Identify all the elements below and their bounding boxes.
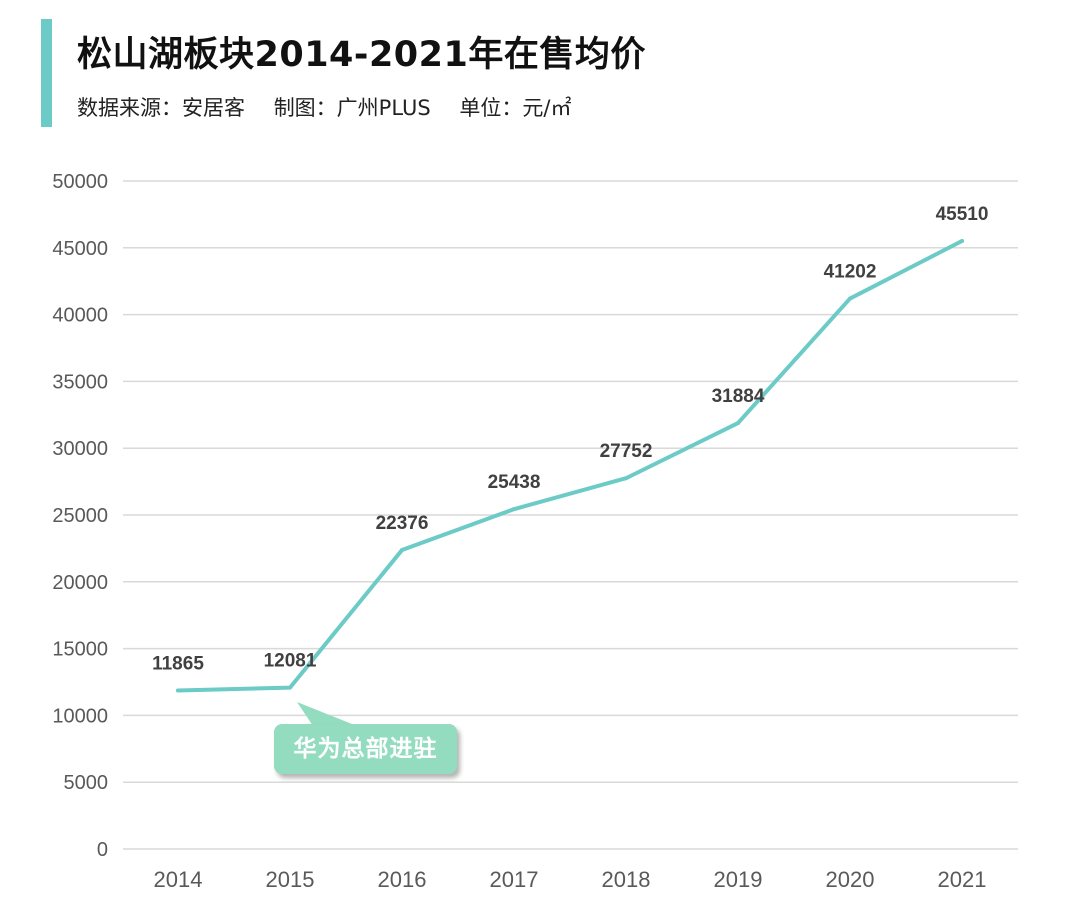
y-tick-label: 40000 bbox=[52, 305, 108, 327]
data-label: 41202 bbox=[824, 262, 877, 283]
x-tick-label: 2014 bbox=[154, 867, 203, 892]
data-point bbox=[736, 421, 740, 426]
data-point bbox=[400, 548, 404, 553]
y-tick-label: 30000 bbox=[52, 438, 108, 460]
data-label: 22376 bbox=[376, 513, 429, 534]
y-tick-label: 0 bbox=[97, 839, 108, 861]
data-point bbox=[624, 476, 628, 481]
title-accent-bar bbox=[41, 19, 52, 127]
data-point bbox=[848, 296, 852, 301]
data-label: 25438 bbox=[488, 472, 541, 493]
series-line bbox=[176, 238, 964, 693]
data-point bbox=[960, 238, 964, 243]
data-label: 12081 bbox=[264, 651, 317, 672]
data-label: 27752 bbox=[600, 441, 653, 462]
data-source-note: 数据来源：安居客 bbox=[77, 96, 245, 120]
data-point bbox=[512, 507, 516, 512]
chart-maker-note: 制图：广州PLUS bbox=[273, 96, 431, 120]
x-tick-label: 2020 bbox=[826, 867, 875, 892]
y-tick-label: 50000 bbox=[52, 171, 108, 193]
data-point bbox=[288, 685, 292, 690]
series-line-layer bbox=[176, 238, 964, 693]
data-label: 31884 bbox=[712, 386, 765, 407]
x-tick-label: 2019 bbox=[714, 867, 763, 892]
y-tick-label: 45000 bbox=[52, 238, 108, 260]
y-tick-label: 15000 bbox=[52, 639, 108, 661]
x-tick-label: 2015 bbox=[266, 867, 315, 892]
x-tick-label: 2016 bbox=[378, 867, 427, 892]
gridlines bbox=[123, 180, 1018, 850]
x-tick-label: 2018 bbox=[602, 867, 651, 892]
y-tick-label: 35000 bbox=[52, 371, 108, 393]
x-tick-label: 2017 bbox=[490, 867, 539, 892]
data-label: 11865 bbox=[152, 653, 204, 674]
y-tick-label: 5000 bbox=[64, 772, 109, 794]
chart-title: 松山湖板块2014-2021年在售均价 bbox=[77, 35, 646, 75]
x-axis-ticks: 2014 2015 2016 2017 2018 2019 2020 2021 bbox=[154, 867, 987, 892]
y-tick-label: 25000 bbox=[52, 505, 108, 527]
data-label: 45510 bbox=[936, 204, 989, 225]
x-tick-label: 2021 bbox=[938, 867, 987, 892]
data-point bbox=[176, 688, 180, 693]
y-tick-label: 20000 bbox=[52, 572, 108, 594]
y-tick-label: 10000 bbox=[52, 705, 108, 727]
data-labels: 11865 12081 22376 25438 27752 31884 41202 45510 bbox=[152, 204, 988, 674]
annotation-callout: 华为总部进驻 bbox=[274, 724, 457, 774]
y-axis-ticks: 0 5000 10000 15000 20000 25000 30000 35000 40000… bbox=[52, 171, 108, 861]
chart-subtitle: 数据来源：安居客 制图：广州PLUS 单位：元/㎡ bbox=[77, 92, 571, 122]
unit-note: 单位：元/㎡ bbox=[459, 96, 572, 120]
